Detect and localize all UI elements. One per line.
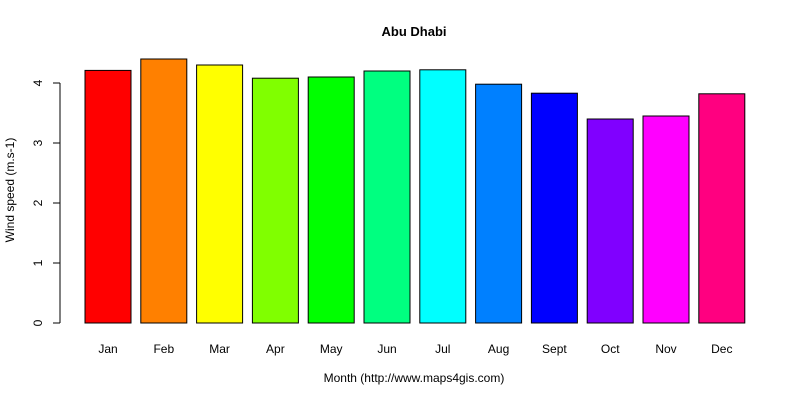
x-tick-label: Sept <box>542 342 567 356</box>
x-tick-label: Nov <box>655 342 676 356</box>
x-tick-label: Aug <box>488 342 509 356</box>
y-tick-label: 3 <box>31 139 45 146</box>
bar-oct <box>586 118 634 324</box>
y-tick-label: 0 <box>31 319 45 326</box>
y-tick-label: 2 <box>31 199 45 206</box>
bar-feb <box>140 58 188 324</box>
bar-jun <box>363 70 411 324</box>
y-tick-label: 4 <box>31 79 45 86</box>
bar-may <box>307 76 355 324</box>
bar-nov <box>642 115 690 324</box>
bars-group <box>84 58 746 324</box>
y-axis-label: Wind speed (m.s-1) <box>3 138 17 243</box>
x-tick-label: Jun <box>377 342 396 356</box>
bar-dec <box>698 93 746 324</box>
bar-jan <box>84 69 132 324</box>
bar-apr <box>251 77 299 324</box>
x-tick-label: Jan <box>98 342 117 356</box>
bar-aug <box>475 83 523 324</box>
x-tick-label: Apr <box>266 342 285 356</box>
x-tick-labels: Jan Feb Mar Apr May Jun Jul Aug Sept Oct Nov Dec <box>98 342 732 356</box>
x-tick-label: Jul <box>435 342 450 356</box>
chart-title: Abu Dhabi <box>382 24 447 39</box>
bar-mar <box>196 64 244 324</box>
x-tick-label: Mar <box>209 342 230 356</box>
bar-jul <box>419 69 467 324</box>
x-axis-label: Month (http://www.maps4gis.com) <box>324 371 505 385</box>
y-tick-label: 1 <box>31 259 45 266</box>
x-tick-label: Dec <box>711 342 732 356</box>
x-tick-label: May <box>320 342 343 356</box>
x-tick-label: Oct <box>601 342 620 356</box>
x-tick-label: Feb <box>153 342 174 356</box>
bar-sept <box>530 92 578 324</box>
y-axis: 0 1 2 3 4 <box>31 79 61 326</box>
